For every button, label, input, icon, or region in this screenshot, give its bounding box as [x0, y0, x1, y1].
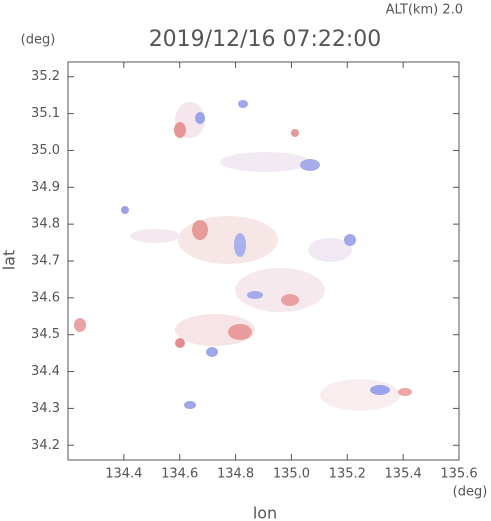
subtitle: ALT(km) 2.0	[386, 3, 463, 18]
chart-title: 2019/12/16 07:22:00	[149, 27, 382, 52]
plot-frame	[67, 61, 460, 461]
y-tick-label: 34.2	[31, 438, 60, 453]
x-axis-label: lon	[253, 504, 277, 521]
y-tick-label: 35.0	[31, 143, 60, 158]
y-tick-label: 34.4	[31, 364, 60, 379]
x-tick-label: 135.4	[385, 467, 422, 482]
x-tick-label: 134.4	[105, 467, 142, 482]
y-axis-label: lat	[0, 250, 19, 271]
y-tick-label: 34.9	[31, 180, 60, 195]
x-unit: (deg)	[453, 485, 488, 500]
y-tick-label: 34.8	[31, 217, 60, 232]
y-tick-label: 35.1	[31, 106, 60, 121]
x-tick-label: 135.6	[440, 467, 477, 482]
y-tick-label: 34.6	[31, 290, 60, 305]
x-tick-label: 134.8	[217, 467, 254, 482]
x-tick-label: 134.6	[161, 467, 198, 482]
y-tick-label: 34.3	[31, 401, 60, 416]
y-tick-label: 34.7	[31, 254, 60, 269]
x-tick-label: 135.0	[273, 467, 310, 482]
y-unit: (deg)	[21, 33, 56, 48]
y-tick-label: 34.5	[31, 327, 60, 342]
x-tick-label: 135.2	[329, 467, 366, 482]
y-tick-label: 35.2	[31, 69, 60, 84]
echo-patches	[74, 100, 412, 411]
